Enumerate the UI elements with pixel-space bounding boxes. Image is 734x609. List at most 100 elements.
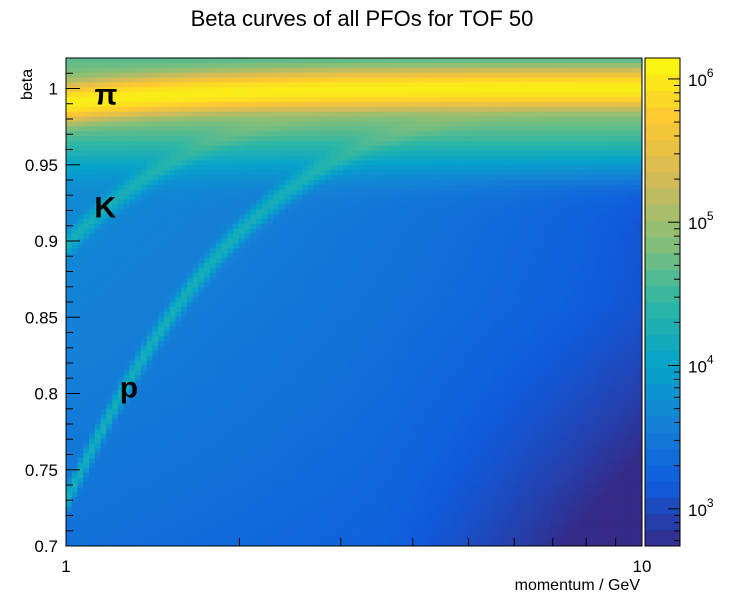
heatmap-cell	[152, 370, 159, 376]
heatmap-cell	[210, 214, 217, 220]
heatmap-cell	[227, 194, 234, 201]
heatmap-cell	[342, 253, 349, 259]
heatmap-cell	[66, 248, 73, 254]
heatmap-cell	[117, 448, 125, 454]
heatmap-cell	[204, 272, 211, 279]
heatmap-cell	[330, 380, 338, 386]
heatmap-cell	[348, 126, 355, 132]
heatmap-cell	[204, 150, 211, 157]
heatmap-cell	[163, 458, 171, 464]
heatmap-cell	[158, 433, 165, 440]
heatmap-cell	[66, 316, 73, 323]
heatmap-cell	[77, 458, 84, 464]
heatmap-cell	[204, 511, 211, 518]
heatmap-cell	[129, 389, 136, 396]
heatmap-cell	[273, 97, 280, 103]
heatmap-cell	[250, 463, 257, 469]
heatmap-cell	[290, 302, 297, 308]
heatmap-cell	[325, 477, 332, 484]
heatmap-cell	[146, 258, 153, 264]
heatmap-cell	[94, 140, 102, 147]
heatmap-cell	[267, 541, 274, 546]
heatmap-cell	[244, 106, 251, 113]
heatmap-cell	[152, 67, 159, 74]
heatmap-cell	[256, 282, 263, 288]
heatmap-cell	[163, 467, 171, 474]
heatmap-cell	[94, 243, 102, 249]
heatmap-cell	[348, 350, 355, 357]
heatmap-cell	[146, 204, 153, 210]
heatmap-cell	[140, 531, 148, 537]
heatmap-cell	[204, 419, 211, 425]
heatmap-cell	[100, 336, 107, 342]
heatmap-cell	[152, 189, 159, 196]
heatmap-cell	[117, 331, 125, 337]
heatmap-cell	[94, 238, 102, 245]
heatmap-cell	[319, 97, 326, 103]
heatmap-cell	[94, 297, 102, 303]
heatmap-cell	[106, 258, 113, 264]
heatmap-cell	[66, 531, 73, 537]
heatmap-cell	[313, 463, 321, 469]
heatmap-cell	[233, 199, 240, 205]
heatmap-cell	[290, 365, 297, 371]
heatmap-cell	[163, 341, 171, 347]
heatmap-cell	[238, 165, 246, 171]
heatmap-cell	[284, 531, 292, 537]
heatmap-cell	[296, 497, 303, 503]
heatmap-cell	[192, 238, 200, 245]
heatmap-cell	[181, 165, 188, 171]
heatmap-cell	[71, 433, 79, 440]
heatmap-cell	[100, 267, 107, 274]
heatmap-cell	[313, 258, 321, 264]
heatmap-cell	[106, 116, 113, 123]
heatmap-cell	[342, 287, 349, 293]
heatmap-cell	[100, 87, 107, 93]
heatmap-cell	[181, 189, 188, 196]
heatmap-cell	[192, 62, 200, 69]
heatmap-cell	[238, 394, 246, 401]
heatmap-cell	[290, 414, 297, 420]
heatmap-cell	[106, 541, 113, 546]
heatmap-cell	[198, 511, 205, 518]
heatmap-cell	[117, 82, 125, 88]
heatmap-cell	[94, 302, 102, 308]
heatmap-cell	[336, 248, 344, 254]
heatmap-cell	[198, 399, 205, 406]
heatmap-cell	[313, 502, 321, 508]
heatmap-cell	[290, 384, 297, 391]
heatmap-cell	[169, 370, 177, 376]
heatmap-cell	[135, 336, 142, 342]
heatmap-cell	[152, 267, 159, 274]
heatmap-cell	[296, 194, 303, 201]
heatmap-cell	[71, 384, 79, 391]
heatmap-cell	[210, 321, 217, 327]
heatmap-cell	[215, 267, 223, 274]
heatmap-cell	[307, 487, 315, 493]
heatmap-cell	[233, 92, 240, 98]
heatmap-cell	[94, 277, 102, 284]
heatmap-cell	[169, 384, 177, 391]
heatmap-cell	[198, 180, 205, 186]
heatmap-cell	[296, 175, 303, 181]
heatmap-cell	[336, 77, 344, 83]
heatmap-cell	[112, 467, 119, 474]
heatmap-cell	[215, 370, 223, 376]
heatmap-cell	[117, 258, 125, 264]
heatmap-cell	[342, 267, 349, 274]
heatmap-cell	[319, 448, 326, 454]
heatmap-cell	[192, 424, 200, 430]
heatmap-cell	[227, 165, 234, 171]
heatmap-cell	[319, 238, 326, 245]
heatmap-cell	[250, 526, 257, 532]
heatmap-cell	[256, 116, 263, 123]
heatmap-cell	[204, 194, 211, 201]
heatmap-cell	[227, 341, 234, 347]
heatmap-cell	[77, 282, 84, 288]
heatmap-cell	[313, 175, 321, 181]
heatmap-cell	[140, 375, 148, 381]
heatmap-cell	[313, 433, 321, 440]
heatmap-cell	[342, 331, 349, 337]
heatmap-cell	[66, 58, 73, 64]
heatmap-cell	[227, 516, 234, 523]
